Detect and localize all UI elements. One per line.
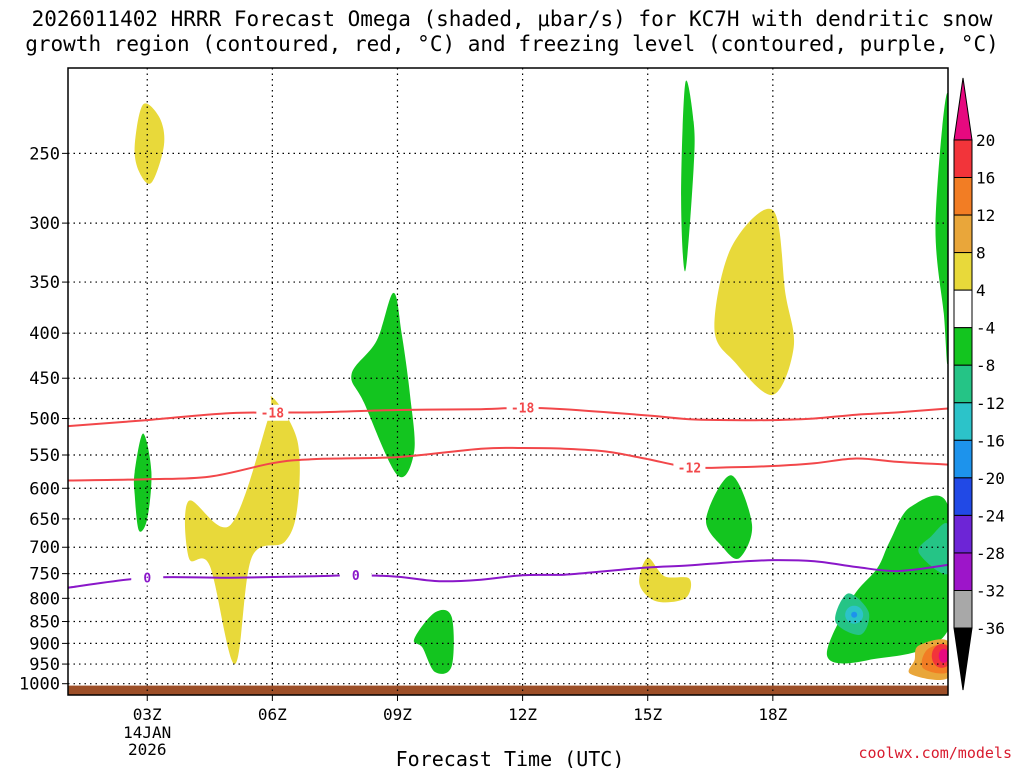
contour-label-bg-1 <box>256 404 289 421</box>
plot-area: -18 -18 -12 0 0 250 300 350 400 450 500 550 600 650 70… <box>19 67 949 759</box>
chart-title-line-1: 2026011402 HRRR Forecast Omega (shaded, … <box>31 7 993 31</box>
y-tick-label-550: 550 <box>29 446 60 466</box>
omega-region-10 <box>935 93 948 365</box>
colorbar-swatch-11 <box>953 514 973 554</box>
colorbar-tip-bottom <box>953 627 973 691</box>
x-tick-label-12Z: 12Z <box>508 705 537 724</box>
omega-max-core <box>938 648 948 663</box>
contour-label-5: 0 <box>352 569 360 584</box>
chart-title-line-2: growth region (contoured, red, °C) and f… <box>25 32 999 56</box>
omega-region-6 <box>681 80 695 272</box>
colorbar-label-9: -16 <box>976 431 1005 450</box>
contour-line-2 <box>68 446 948 482</box>
colorbar-swatch-12 <box>953 552 973 592</box>
colorbar-swatch-1 <box>953 139 973 178</box>
date-label-day: 14JAN <box>123 723 171 742</box>
colorbar-swatch-4 <box>953 252 973 291</box>
credit-link[interactable]: coolwx.com/models <box>858 744 1012 762</box>
colorbar-swatch-2 <box>953 176 973 216</box>
colorbar-label-1: 20 <box>976 131 995 150</box>
colorbar-label-5: 4 <box>976 281 986 300</box>
colorbar-label-10: -20 <box>976 469 1005 488</box>
omega-region-2 <box>133 433 152 532</box>
y-tick-label-500: 500 <box>29 410 60 430</box>
omega-region-16 <box>268 467 278 513</box>
colorbar-label-4: 8 <box>976 244 986 263</box>
contour-line-3 <box>68 559 948 589</box>
colorbar-swatch-6 <box>953 327 973 366</box>
omega-region-7 <box>714 208 795 396</box>
colorbar-label-7: -8 <box>976 356 995 375</box>
colorbar-label-11: -24 <box>976 506 1005 525</box>
colorbar-label-2: 16 <box>976 168 995 187</box>
contour-label-bg-2 <box>506 399 539 416</box>
colorbar-swatch-5 <box>953 289 973 329</box>
y-tick-label-650: 650 <box>29 510 60 530</box>
colorbar-swatch-13 <box>953 590 973 629</box>
colorbar-swatch-8 <box>953 402 973 441</box>
x-tick-label-09Z: 09Z <box>383 705 412 724</box>
omega-region-12 <box>918 523 948 575</box>
terrain-band <box>68 685 948 695</box>
date-label-year: 2026 <box>128 740 167 759</box>
y-tick-label-600: 600 <box>29 479 60 499</box>
y-tick-label-400: 400 <box>29 324 60 344</box>
colorbar-swatch-9 <box>953 439 973 479</box>
y-tick-label-850: 850 <box>29 613 60 633</box>
contour-label-1: -18 <box>261 407 285 422</box>
contour-line-1 <box>68 406 948 428</box>
y-tick-label-350: 350 <box>29 273 60 293</box>
plot-frame <box>67 67 949 696</box>
colorbar-label-3: 12 <box>976 206 995 225</box>
y-tick-label-750: 750 <box>29 565 60 585</box>
colorbar-swatch-10 <box>953 477 973 516</box>
y-tick-label-900: 900 <box>29 634 60 654</box>
colorbar-label-8: -12 <box>976 394 1005 413</box>
colorbar-legend: 20 16 12 8 4 -4 -8 -12 -16 -20 -24 -28 -32 -36 <box>953 77 1005 691</box>
y-tick-label-700: 700 <box>29 538 60 558</box>
y-tick-label-250: 250 <box>29 144 60 164</box>
omega-region-11 <box>826 495 948 664</box>
x-tick-label-03Z: 03Z <box>133 705 162 724</box>
contour-label-4: 0 <box>143 572 151 587</box>
omega-region-3 <box>184 396 300 665</box>
x-tick-label-15Z: 15Z <box>633 705 662 724</box>
x-axis-label: Forecast Time (UTC) <box>396 747 625 768</box>
omega-region-4 <box>351 292 415 478</box>
contour-label-bg-3 <box>673 459 706 476</box>
contour-label-3: -12 <box>678 461 701 476</box>
y-tick-label-800: 800 <box>29 589 60 609</box>
colorbar-label-6: -4 <box>976 319 995 338</box>
omega-min-core <box>851 611 858 618</box>
omega-region-9 <box>639 557 692 603</box>
colorbar-swatch-7 <box>953 364 973 404</box>
x-tick-label-18Z: 18Z <box>758 705 787 724</box>
y-tick-label-300: 300 <box>29 214 60 234</box>
omega-region-8 <box>705 475 753 559</box>
colorbar-swatch-3 <box>953 214 973 254</box>
colorbar-label-14: -36 <box>976 619 1005 638</box>
omega-region-5 <box>413 609 454 674</box>
contour-label-bg-4 <box>131 569 164 586</box>
y-tick-label-450: 450 <box>29 369 60 389</box>
colorbar-label-13: -32 <box>976 582 1005 601</box>
contour-label-2: -18 <box>511 402 535 417</box>
contour-label-bg-5 <box>339 567 372 584</box>
colorbar-label-12: -28 <box>976 544 1005 563</box>
y-tick-label-950: 950 <box>29 655 60 675</box>
y-tick-label-1000: 1000 <box>19 675 60 695</box>
omega-region-1 <box>134 103 165 184</box>
colorbar-tip-top <box>953 77 973 141</box>
plot-content: -18 -18 -12 0 0 <box>68 68 948 695</box>
x-tick-label-06Z: 06Z <box>258 705 287 724</box>
